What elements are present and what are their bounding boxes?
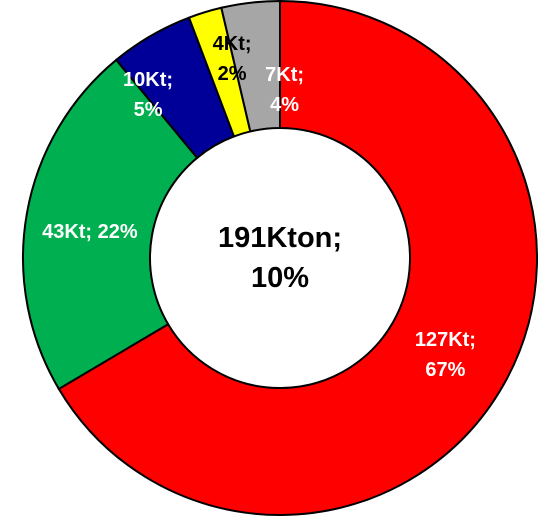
data-label: 7Kt; 4% [265, 64, 305, 117]
data-label: 10Kt; 5% [123, 69, 174, 122]
donut-slice [220, 0, 281, 133]
donut-slice [22, 58, 199, 391]
center-label: 191Kton; 10% [217, 222, 343, 294]
data-label: 4Kt; 2% [212, 33, 252, 86]
data-label: 43Kt; 22% [42, 221, 138, 244]
donut-slice [57, 0, 538, 516]
data-label: 127Kt; 67% [414, 328, 476, 381]
